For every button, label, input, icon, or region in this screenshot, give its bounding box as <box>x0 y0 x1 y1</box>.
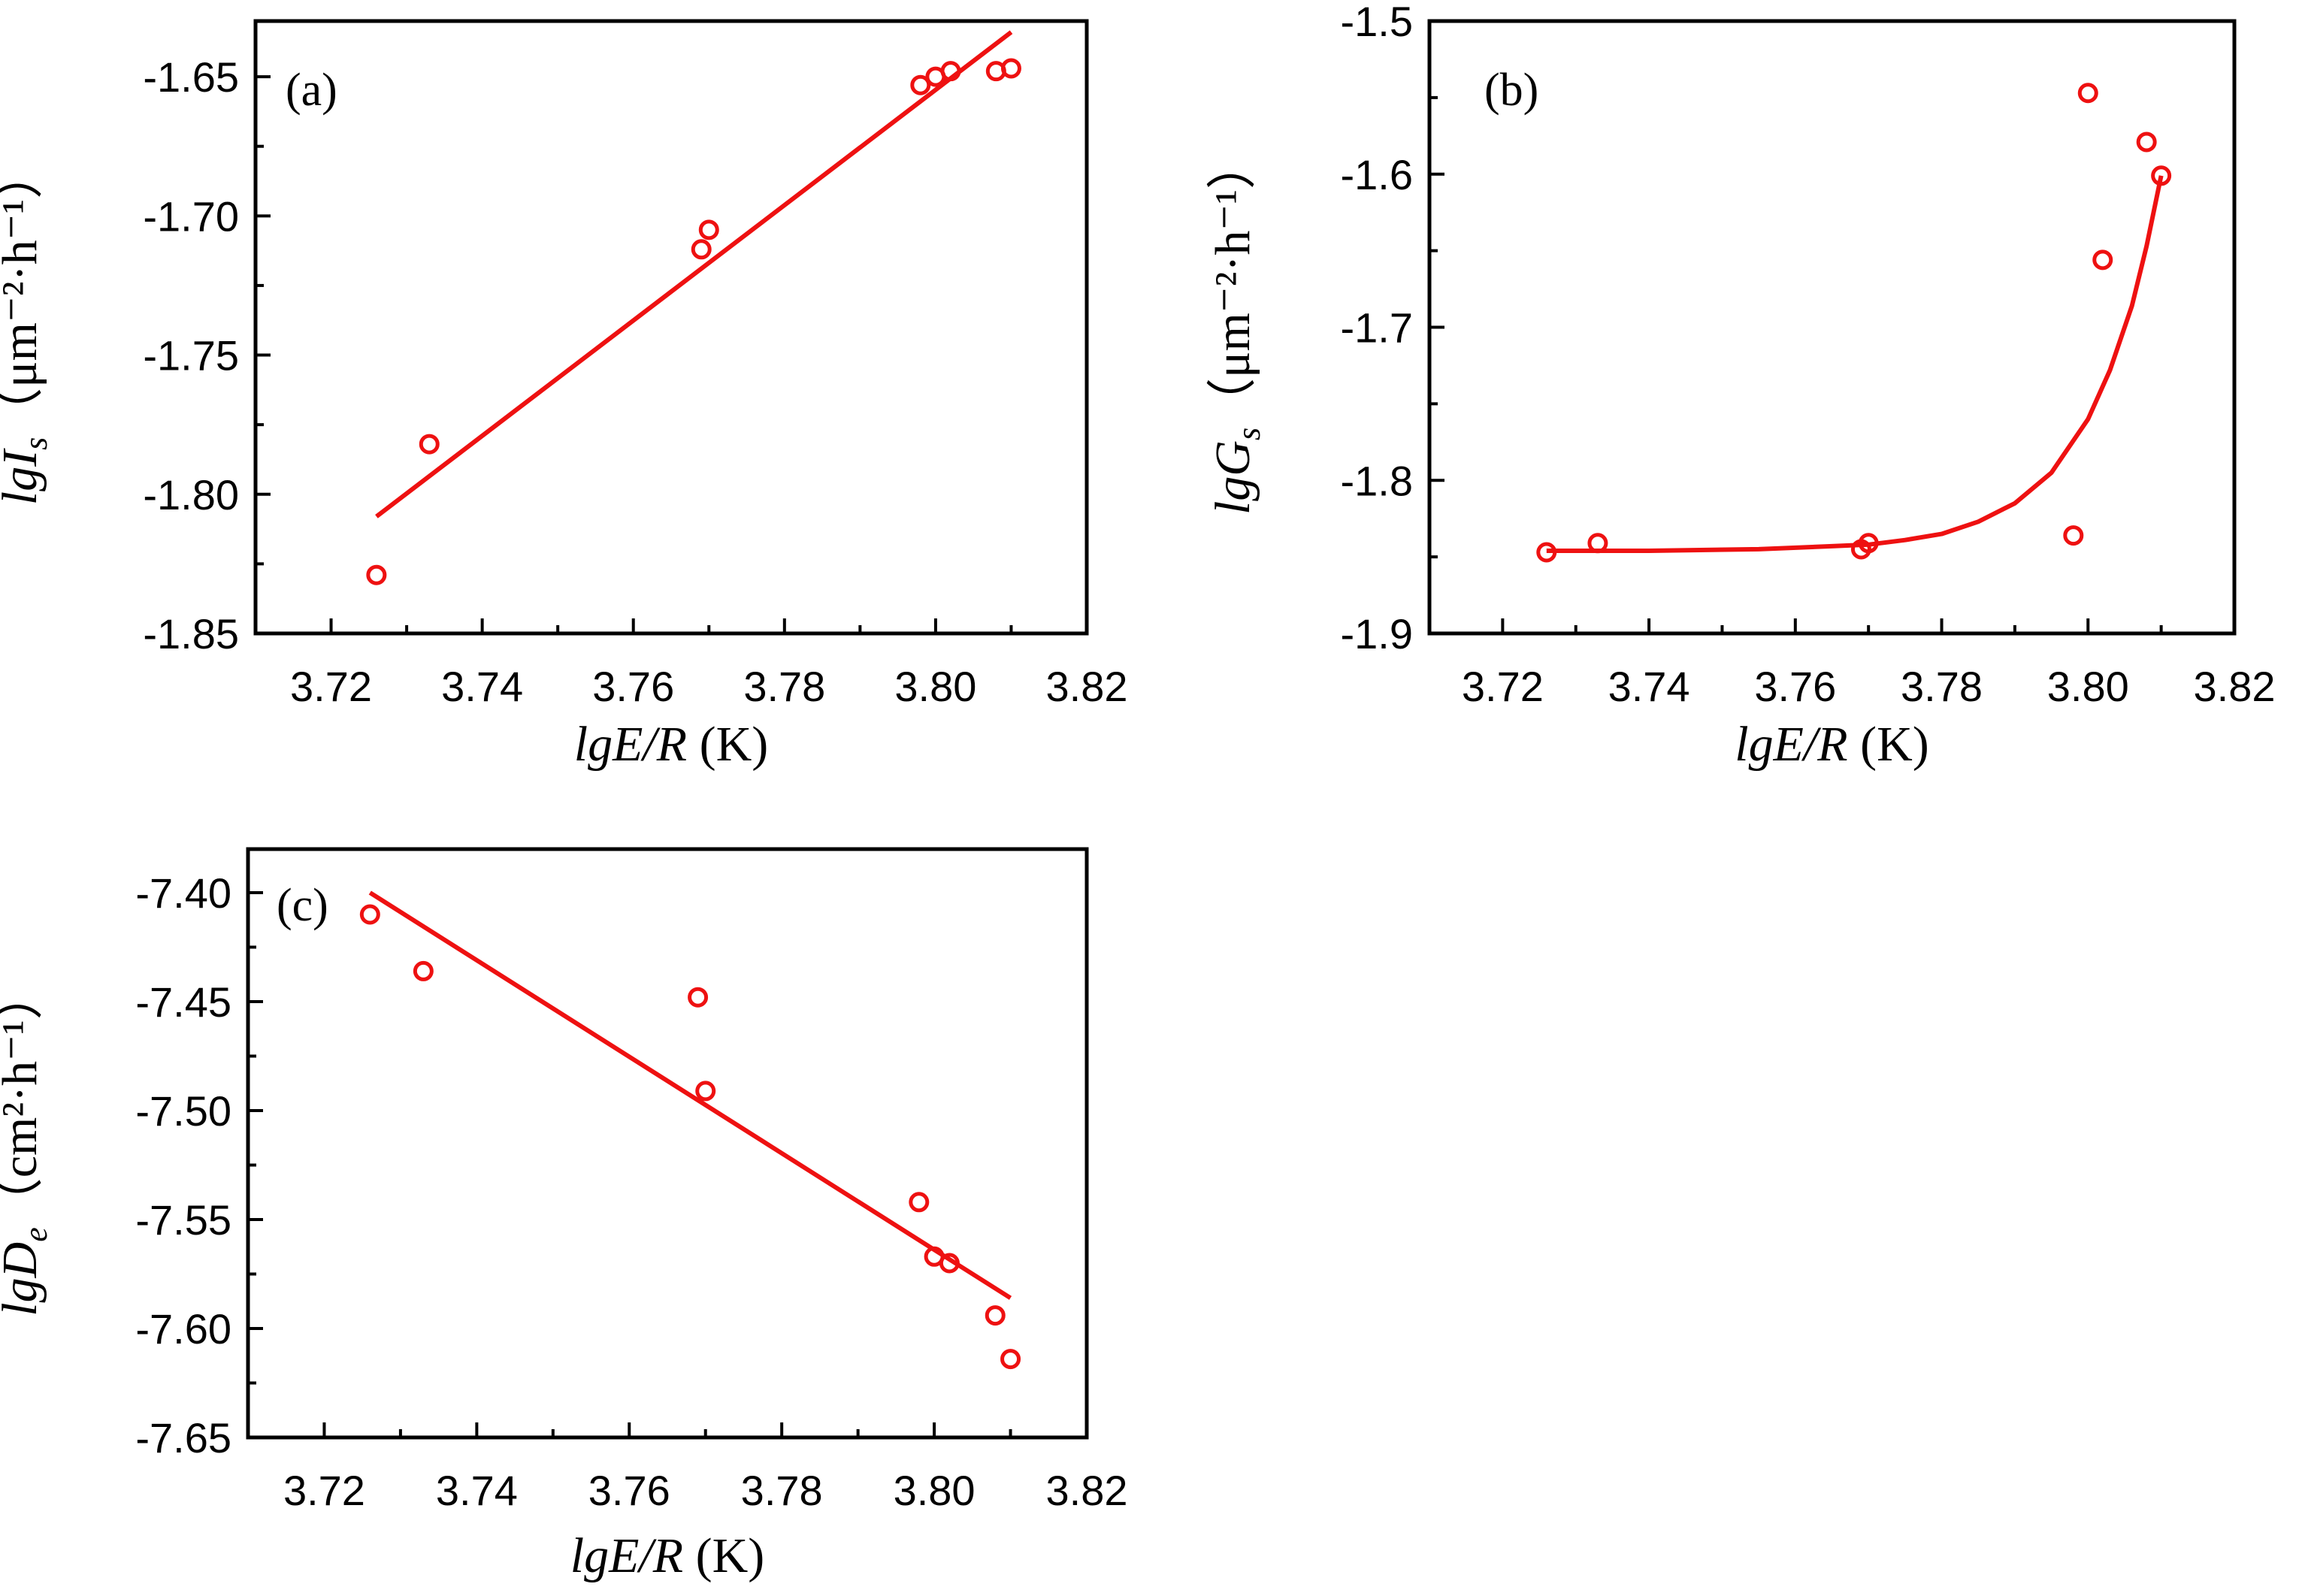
plot-frame <box>246 847 1089 1440</box>
x-tick-label: 3.76 <box>592 663 674 710</box>
y-axis-title-unit: （cm²·h⁻¹） <box>0 970 47 1227</box>
x-tick-label: 3.82 <box>1046 1467 1128 1514</box>
data-point <box>2151 165 2172 186</box>
data-point <box>2063 525 2084 546</box>
x-axis-title-unit: (K) <box>687 717 768 772</box>
x-tick-label: 3.78 <box>743 663 825 710</box>
y-axis-title-italic: lgD <box>0 1242 47 1316</box>
y-axis-title-subscript: s <box>1230 428 1267 440</box>
y-tick-label: -7.40 <box>135 869 231 917</box>
panel-a: 3.72 3.74 3.76 3.78 3.80 3.82 -1.85 -1.80 -1.75 -… <box>0 19 1128 772</box>
y-tick-label: -7.45 <box>135 978 231 1026</box>
data-point <box>2136 131 2157 153</box>
data-point <box>1587 533 1608 554</box>
y-axis-title-italic: lgG <box>1205 440 1260 515</box>
y-axis-title: lgDe（cm²·h⁻¹） <box>0 970 54 1316</box>
y-tick-label: -7.55 <box>135 1196 231 1244</box>
y-axis-title: lgGs（μm⁻²·h⁻¹） <box>1205 140 1267 515</box>
plot-frame <box>253 19 1089 636</box>
x-axis-title-unit: (K) <box>1848 717 1929 772</box>
fit-line <box>375 30 1013 518</box>
y-tick-label: -1.75 <box>143 332 239 379</box>
data-point <box>940 61 961 82</box>
x-tick-label: 3.78 <box>741 1467 823 1514</box>
data-point <box>1000 1349 1021 1370</box>
x-axis-title: lgE/R (K) <box>1735 717 1928 772</box>
x-tick-label: 3.80 <box>2047 663 2129 710</box>
data-point <box>419 434 440 455</box>
y-tick-label: -1.9 <box>1341 610 1414 657</box>
data-point <box>691 239 712 260</box>
y-tick-label: -1.80 <box>143 471 239 518</box>
y-tick-label: -1.70 <box>143 192 239 240</box>
y-tick-label: -1.65 <box>143 53 239 101</box>
x-axis-title-italic: lgE/R <box>574 717 687 772</box>
y-axis-title: lgIs（μm⁻²·h⁻¹） <box>0 150 54 505</box>
data-point <box>359 904 380 925</box>
data-point <box>366 564 387 585</box>
x-tick-label: 3.76 <box>588 1467 670 1514</box>
data-point <box>939 1253 960 1274</box>
data-point <box>1858 533 1879 554</box>
data-point <box>413 960 434 981</box>
y-tick-label: -1.8 <box>1341 457 1414 504</box>
y-tick-label: -1.5 <box>1341 0 1414 45</box>
y-tick-label: -7.65 <box>135 1414 231 1461</box>
y-axis-title-unit: （μm⁻²·h⁻¹） <box>1205 140 1260 428</box>
x-tick-label: 3.76 <box>1754 663 1836 710</box>
x-axis-title-italic: lgE/R <box>570 1528 683 1583</box>
panel-c: 3.72 3.74 3.76 3.78 3.80 3.82 -7.65 -7.60 -7.55 -… <box>0 847 1128 1583</box>
x-tick-label: 3.78 <box>1901 663 1983 710</box>
x-tick-label: 3.80 <box>894 1467 976 1514</box>
x-axis-title: lgE/R (K) <box>570 1528 764 1583</box>
x-tick-label: 3.80 <box>894 663 976 710</box>
x-tick-label: 3.74 <box>436 1467 518 1514</box>
data-point <box>2077 83 2098 104</box>
x-axis-title: lgE/R (K) <box>574 717 768 772</box>
y-axis-title-unit: （μm⁻²·h⁻¹） <box>0 150 47 437</box>
x-tick-label: 3.82 <box>2194 663 2276 710</box>
fit-line <box>1546 175 2164 553</box>
x-tick-label: 3.72 <box>1462 663 1544 710</box>
data-point <box>1536 542 1557 563</box>
data-point <box>1000 58 1021 79</box>
x-tick-label: 3.72 <box>283 1467 365 1514</box>
y-tick-label: -7.50 <box>135 1087 231 1135</box>
y-axis-title-italic: lgI <box>0 448 47 505</box>
data-point <box>2092 249 2113 271</box>
x-tick-label: 3.72 <box>290 663 372 710</box>
data-point <box>909 1192 930 1213</box>
x-axis-title-unit: (K) <box>683 1528 764 1583</box>
data-point <box>688 987 709 1008</box>
x-tick-label: 3.82 <box>1046 663 1128 710</box>
data-point <box>698 219 719 240</box>
data-point <box>695 1081 716 1102</box>
x-axis-title-italic: lgE/R <box>1735 717 1847 772</box>
panel-b: 3.72 3.74 3.76 3.78 3.80 3.82 -1.9 -1.8 -1.7 -1.6… <box>1205 0 2276 772</box>
x-tick-label: 3.74 <box>441 663 523 710</box>
data-point <box>910 74 931 95</box>
panel-label: (c) <box>277 880 328 931</box>
y-axis-title-subscript: e <box>17 1227 54 1242</box>
y-tick-label: -1.6 <box>1341 151 1414 198</box>
panel-label: (a) <box>286 65 337 116</box>
panel-label: (b) <box>1484 65 1538 116</box>
fit-line <box>368 890 1012 1300</box>
y-tick-label: -1.7 <box>1341 304 1414 352</box>
data-point <box>985 1305 1006 1326</box>
y-tick-label: -1.85 <box>143 610 239 657</box>
x-tick-label: 3.74 <box>1608 663 1690 710</box>
y-axis-title-subscript: s <box>17 437 54 450</box>
y-tick-label: -7.60 <box>135 1305 231 1353</box>
